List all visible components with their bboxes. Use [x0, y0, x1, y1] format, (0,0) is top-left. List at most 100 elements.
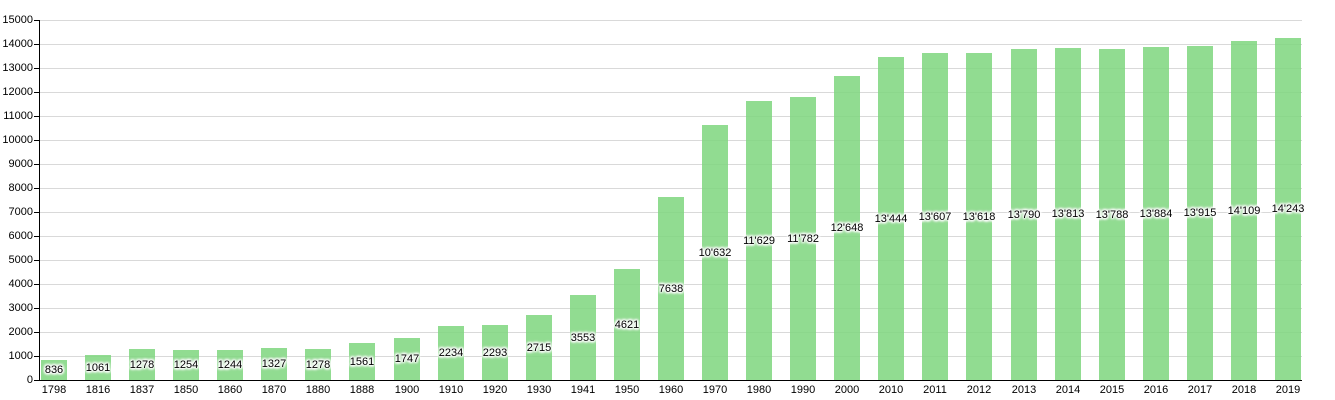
bar — [1011, 49, 1037, 380]
bar-value-label: 13'884 — [1139, 207, 1173, 220]
bar-value-label: 11'782 — [787, 232, 819, 245]
gridline — [39, 92, 1302, 93]
bar — [526, 315, 552, 380]
gridline — [39, 188, 1302, 189]
bar-value-label: 1327 — [261, 358, 287, 370]
bar-value-label: 13'618 — [962, 210, 996, 223]
bar-value-label: 13'444 — [874, 212, 908, 225]
bar-value-label: 4621 — [614, 318, 640, 331]
bar — [41, 360, 67, 380]
x-tick-label: 1930 — [526, 384, 552, 396]
gridline — [39, 140, 1302, 141]
y-axis-tick — [34, 380, 39, 381]
gridline — [39, 44, 1302, 45]
y-axis-tick — [34, 188, 39, 189]
y-axis-tick — [34, 68, 39, 69]
bar-value-label: 13'788 — [1095, 208, 1129, 221]
bar-value-label: 13'813 — [1051, 208, 1085, 220]
bar — [349, 343, 375, 380]
x-tick-label: 1837 — [129, 384, 155, 396]
bar — [746, 101, 772, 380]
y-axis-tick — [34, 164, 39, 165]
y-axis-tick — [34, 308, 39, 309]
y-tick-label: 3000 — [8, 302, 33, 314]
y-axis-tick — [34, 260, 39, 261]
x-tick-label: 1970 — [702, 384, 728, 396]
bar — [305, 349, 331, 380]
bar — [1275, 38, 1301, 380]
bar — [438, 326, 464, 380]
y-tick-label: 0 — [26, 374, 33, 386]
bar — [922, 53, 948, 380]
bar-value-label: 1254 — [173, 359, 199, 371]
bar-value-label: 12'648 — [830, 222, 864, 234]
bar-value-label: 14'243 — [1271, 203, 1305, 215]
y-tick-label: 2000 — [8, 326, 33, 338]
bar-value-label: 1747 — [394, 353, 420, 365]
y-tick-label: 1000 — [8, 350, 33, 362]
x-tick-label: 2000 — [834, 384, 860, 396]
y-tick-label: 12000 — [2, 86, 33, 98]
bar-value-label: 13'790 — [1007, 208, 1041, 221]
bar-value-label: 14'109 — [1227, 204, 1261, 217]
x-tick-label: 1900 — [394, 384, 420, 396]
x-tick-label: 1941 — [570, 384, 596, 396]
bar — [966, 53, 992, 380]
y-axis-tick — [34, 44, 39, 45]
bar-value-label: 13'607 — [918, 210, 952, 223]
bar — [85, 355, 111, 380]
bar-value-label: 2234 — [438, 347, 464, 359]
gridline — [39, 164, 1302, 165]
bar — [570, 295, 596, 380]
y-axis-tick — [34, 116, 39, 117]
x-tick-label: 2011 — [923, 384, 947, 396]
gridline — [39, 68, 1302, 69]
x-tick-label: 1950 — [614, 384, 640, 396]
bar — [1187, 46, 1213, 380]
y-tick-label: 10000 — [2, 134, 33, 146]
y-tick-label: 6000 — [8, 230, 33, 242]
y-axis-tick — [34, 284, 39, 285]
x-tick-label: 2017 — [1187, 384, 1213, 396]
x-tick-label: 2018 — [1231, 384, 1257, 396]
y-tick-label: 4000 — [8, 278, 33, 290]
gridline — [39, 116, 1302, 117]
bar-value-label: 1561 — [349, 355, 375, 368]
x-tick-label: 2016 — [1143, 384, 1169, 396]
x-tick-label: 1870 — [261, 384, 287, 396]
x-tick-label: 2019 — [1275, 384, 1301, 396]
bar — [1231, 41, 1257, 380]
y-tick-label: 7000 — [8, 206, 33, 218]
y-axis-line — [39, 20, 40, 381]
x-tick-label: 1798 — [41, 384, 67, 396]
x-tick-label: 2010 — [878, 384, 904, 396]
gridline — [39, 20, 1302, 21]
x-tick-label: 2013 — [1011, 384, 1037, 396]
bar — [129, 349, 155, 380]
x-tick-label: 1920 — [482, 384, 508, 396]
y-tick-label: 14000 — [2, 38, 33, 50]
x-tick-label: 1880 — [305, 384, 331, 396]
bar — [834, 76, 860, 380]
x-tick-label: 1980 — [746, 384, 772, 396]
x-tick-label: 1860 — [217, 384, 243, 396]
x-tick-label: 1990 — [790, 384, 816, 396]
bar-value-label: 2293 — [482, 346, 508, 359]
x-tick-label: 1888 — [349, 384, 375, 396]
bar — [394, 338, 420, 380]
bar — [217, 350, 243, 380]
bar — [878, 57, 904, 380]
y-tick-label: 9000 — [8, 158, 33, 170]
bar-value-label: 10'632 — [698, 246, 732, 259]
bar-value-label: 1244 — [217, 359, 243, 371]
y-tick-label: 5000 — [8, 254, 33, 266]
bar-value-label: 1278 — [305, 358, 331, 371]
y-axis-tick — [34, 236, 39, 237]
bar — [261, 348, 287, 380]
bar-value-label: 13'915 — [1183, 207, 1217, 219]
x-tick-label: 2014 — [1055, 384, 1081, 396]
x-axis-line — [39, 380, 1302, 381]
x-tick-label: 1960 — [658, 384, 684, 396]
y-axis-tick — [34, 332, 39, 333]
